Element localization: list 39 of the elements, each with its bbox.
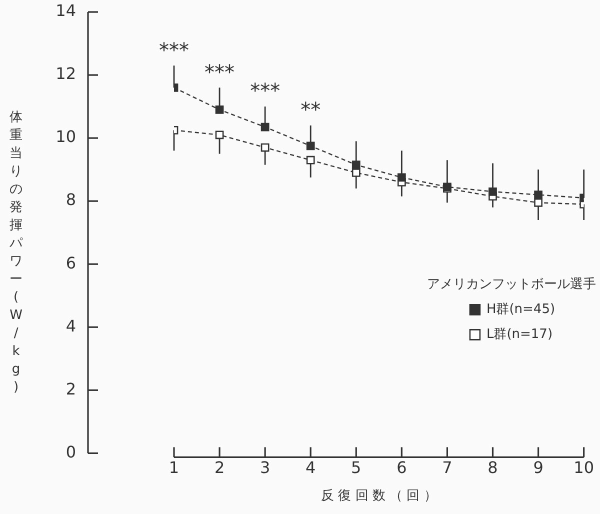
annotation: *** [250,78,280,103]
y-tick-label: 2 [66,379,76,398]
point [534,190,542,199]
x-tick-label: 8 [488,458,498,477]
x-tick-label: 3 [260,458,270,477]
point [215,130,224,140]
annotation: *** [204,60,235,84]
x-tick-label: 10 [574,458,594,477]
legend-label: L群(n=17) [486,327,553,342]
x-tick-label: 9 [533,458,544,477]
y-tick-label: 0 [66,442,76,462]
y-tick-label: 10 [56,127,76,146]
x-tick-label: 2 [214,458,225,477]
point [260,122,270,132]
legend-label: H群(n=45) [486,302,556,318]
y-tick-label: 4 [66,316,76,336]
point [260,143,270,152]
point [352,168,360,177]
point [306,156,315,164]
text: 体重当りの発揮パワー (W/kg) [10,110,22,395]
y-tick-label: 8 [66,190,76,210]
x-tick-label: 7 [442,458,452,477]
point [352,160,360,170]
legend-title: アメリカンフットボール選手 [427,277,596,294]
y-tick-label: 14 [56,1,76,20]
point [306,142,315,150]
point [488,187,497,196]
point [397,173,406,182]
x-tick-label: 6 [396,458,407,477]
y-tick-label: 6 [66,253,76,272]
x-axis-title: 反 復 回 数 （ 回 ） [321,488,437,504]
point [215,106,224,114]
point [534,198,542,207]
x-tick-label: 5 [351,458,362,477]
x-tick-label: 1 [168,458,180,477]
y-tick-label: 12 [56,64,76,84]
annotation: *** [159,38,189,62]
annotation: ** [300,98,321,122]
x-tick-label: 4 [306,458,316,477]
